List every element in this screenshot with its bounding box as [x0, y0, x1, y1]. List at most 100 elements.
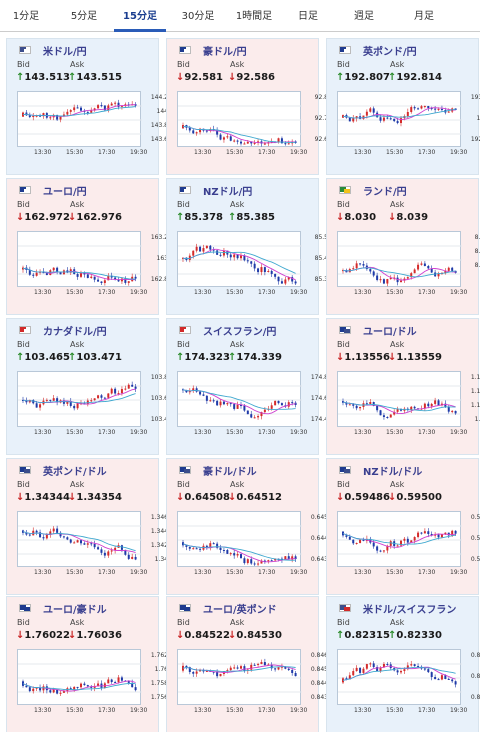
tab-4[interactable]: 1時間足	[235, 11, 273, 22]
candle-body	[382, 415, 385, 417]
bid-value: ↓8.030	[336, 212, 376, 223]
mini-candle-chart[interactable]: 0.595 0.594 0.593 13:30 15:30 17:30 19:30	[337, 511, 480, 576]
candle-body	[246, 559, 249, 564]
pair-name[interactable]: ユーロ/ドル	[363, 327, 417, 338]
mini-candle-chart[interactable]: 1.136 1.134 1.132 1.13 13:30 15:30 17:30 19:30	[337, 371, 480, 436]
bid-label: Bid	[17, 618, 30, 627]
rate-card[interactable]: 米ドル/スイスフラン Bid Ask ↑0.82315 ↑0.82330 0.8…	[326, 596, 480, 732]
pair-name[interactable]: NZドル/円	[203, 187, 253, 198]
arrow-down-icon: ↓	[68, 212, 77, 223]
mini-candle-chart[interactable]: 0.846 0.845 0.844 0.843 13:30 15:30 17:30 19:30	[177, 649, 328, 714]
pair-name[interactable]: ユーロ/円	[43, 187, 87, 198]
candle-body	[437, 679, 440, 681]
pair-name[interactable]: ユーロ/豪ドル	[43, 605, 107, 616]
candle-body	[393, 118, 396, 122]
y-tick-label: 85.3	[314, 276, 328, 283]
rate-card[interactable]: ユーロ/ドル Bid Ask ↓1.13556 ↓1.13559 1.1361.…	[326, 318, 480, 455]
mini-candle-chart[interactable]: 193.2 193 192.8 13:30 15:30 17:30 19:30	[337, 91, 480, 156]
candle-body	[209, 245, 212, 250]
candle-body	[233, 404, 236, 409]
rate-card[interactable]: ユーロ/豪ドル Bid Ask ↓1.76022 ↓1.76036 1.762 1…	[6, 596, 168, 732]
arrow-down-icon: ↓	[228, 630, 237, 641]
candle-body	[28, 269, 31, 275]
pair-name[interactable]: 米ドル/スイスフラン	[363, 605, 457, 616]
currency-flag-icon	[179, 326, 191, 334]
candle-body	[56, 114, 59, 120]
rate-card[interactable]: 英ポンド/ドル Bid Ask ↓1.34344 ↓1.34354 1.346 1…	[6, 458, 168, 595]
candle-body	[66, 111, 69, 115]
ask-label: Ask	[390, 480, 405, 489]
rate-card[interactable]: カナダドル/円 Bid Ask ↑103.465 ↑103.471 103.8 1…	[6, 318, 168, 455]
candle-body	[192, 388, 195, 391]
tab-2[interactable]: 15分足	[114, 0, 166, 32]
pair-name[interactable]: 豪ドル/円	[203, 47, 247, 58]
candle-body	[110, 103, 113, 106]
pair-name[interactable]: 英ポンド/円	[363, 47, 417, 58]
y-tick-label: 144.2	[150, 94, 168, 101]
mini-candle-chart[interactable]: 174.8 174.6 174.4 13:30 15:30 17:30 19:30	[177, 371, 328, 436]
rate-card[interactable]: ランド/円 Bid Ask ↓8.030 ↓8.039 8.068.048.02…	[326, 178, 480, 315]
candle-body	[192, 250, 195, 256]
mini-candle-chart[interactable]: 92.8 92.7 92.6 13:30 15:30 17:30 19:30	[177, 91, 328, 156]
pair-name[interactable]: 豪ドル/ドル	[203, 467, 257, 478]
candle-body	[287, 668, 290, 670]
pair-name[interactable]: ユーロ/英ポンド	[203, 605, 277, 616]
tab-7[interactable]: 月足	[414, 11, 434, 22]
pair-name[interactable]: スイスフラン/円	[203, 327, 277, 338]
y-tick-label: 1.756	[150, 694, 168, 701]
bid-price: 0.84522	[184, 630, 230, 641]
candle-body	[236, 554, 239, 556]
mini-candle-chart[interactable]: 1.762 1.76 1.758 1.756 13:30 15:30 17:30 19:30	[17, 649, 168, 714]
candle-body	[243, 666, 246, 671]
mini-candle-chart[interactable]: 163.2 163 162.8 13:30 15:30 17:30 19:30	[17, 231, 168, 296]
pair-name[interactable]: 英ポンド/ドル	[43, 467, 107, 478]
x-tick-label: 13:30	[354, 149, 372, 156]
candle-body	[447, 532, 450, 536]
candle-body	[117, 279, 120, 282]
rate-card[interactable]: 米ドル/円 Bid Ask ↑143.513 ↑143.515 144.2 144…	[6, 38, 168, 175]
candle-body	[365, 664, 368, 669]
rate-card[interactable]: 豪ドル/円 Bid Ask ↓92.581 ↓92.586 92.8 92.7 92…	[166, 38, 328, 175]
rate-card[interactable]: スイスフラン/円 Bid Ask ↑174.323 ↑174.339 174.8…	[166, 318, 328, 455]
candle-body	[83, 273, 86, 275]
tab-1[interactable]: 5分足	[70, 11, 98, 22]
rate-card[interactable]: NZドル/ドル Bid Ask ↓0.59486 ↓0.59500 0.5950…	[326, 458, 480, 595]
candle-body	[120, 677, 123, 681]
pair-name[interactable]: ランド/円	[363, 187, 407, 198]
arrow-up-icon: ↑	[388, 72, 397, 83]
rate-card[interactable]: NZドル/円 Bid Ask ↑85.378 ↑85.385 85.5 85.4 8…	[166, 178, 328, 315]
ask-label: Ask	[390, 60, 405, 69]
arrow-up-icon: ↑	[388, 630, 397, 641]
rate-card[interactable]: 英ポンド/円 Bid Ask ↑192.807 ↑192.814 193.219…	[326, 38, 480, 175]
ask-value: ↓162.976	[68, 212, 122, 223]
rate-card[interactable]: ユーロ/円 Bid Ask ↓162.972 ↓162.976 163.2 163…	[6, 178, 168, 315]
candle-body	[97, 279, 100, 282]
moving-average-line	[182, 389, 296, 410]
candle-body	[188, 390, 191, 393]
pair-name[interactable]: カナダドル/円	[43, 327, 107, 338]
pair-name[interactable]: 米ドル/円	[43, 47, 87, 58]
candle-body	[427, 403, 430, 407]
mini-candle-chart[interactable]: 103.8 103.6 103.4 13:30 15:30 17:30 19:30	[17, 371, 168, 436]
y-tick-label: 1.346	[150, 514, 168, 521]
tab-0[interactable]: 1分足	[12, 11, 40, 22]
mini-candle-chart[interactable]: 0.826 0.824 0.822 13:30 15:30 17:30 19:30	[337, 649, 480, 714]
arrow-up-icon: ↑	[176, 352, 185, 363]
tab-3[interactable]: 30分足	[181, 11, 215, 22]
mini-candle-chart[interactable]: 0.645 0.644 0.643 13:30 15:30 17:30 19:30	[177, 511, 328, 576]
candle-body	[233, 667, 236, 669]
mini-candle-chart[interactable]: 144.2 144 143.8 143.6 13:30 15:30 17:30 19:30	[17, 91, 168, 156]
rate-card[interactable]: 豪ドル/ドル Bid Ask ↓0.64508 ↓0.64512 0.645 0.…	[166, 458, 328, 595]
mini-candle-chart[interactable]: 85.5 85.4 85.3 13:30 15:30 17:30 19:30	[177, 231, 328, 296]
tab-5[interactable]: 日足	[298, 11, 318, 22]
candle-body	[253, 563, 256, 565]
tab-6[interactable]: 週足	[354, 11, 374, 22]
card-header: NZドル/ドル	[327, 459, 478, 478]
rate-card[interactable]: ユーロ/英ポンド Bid Ask ↓0.84522 ↓0.84530 0.846…	[166, 596, 328, 732]
card-header: ランド/円	[327, 179, 478, 198]
pair-name[interactable]: NZドル/ドル	[363, 467, 423, 478]
candle-body	[284, 279, 287, 284]
mini-candle-chart[interactable]: 1.346 1.344 1.342 1.34 13:30 15:30 17:30 19:30	[17, 511, 168, 576]
candle-body	[236, 140, 239, 142]
